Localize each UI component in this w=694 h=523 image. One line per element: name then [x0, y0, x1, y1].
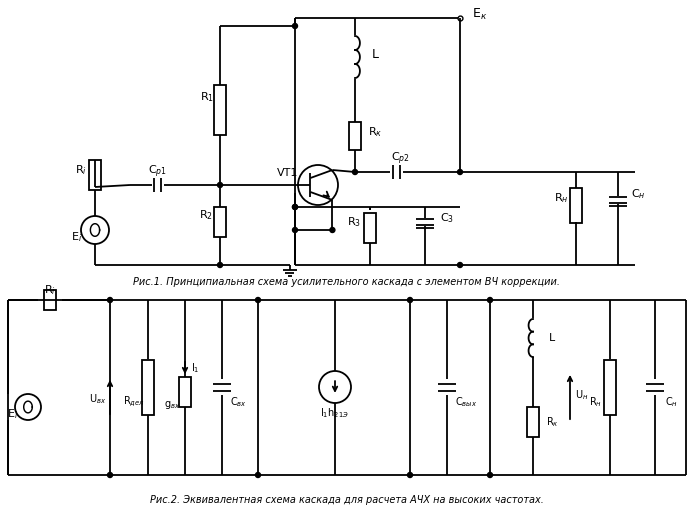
Circle shape [292, 228, 298, 233]
Text: C$_{вх}$: C$_{вх}$ [230, 395, 246, 409]
Text: U$_{вх}$: U$_{вх}$ [90, 392, 107, 406]
Circle shape [108, 472, 112, 477]
Text: C$_н$: C$_н$ [666, 395, 679, 409]
Text: R$_i$: R$_i$ [75, 163, 87, 177]
Circle shape [353, 169, 357, 175]
Bar [142, 359, 154, 415]
Circle shape [457, 263, 462, 267]
Text: I$_1$h$_{21Э}$: I$_1$h$_{21Э}$ [321, 406, 350, 420]
Bar [44, 290, 56, 310]
Circle shape [81, 216, 109, 244]
Text: R$_к$: R$_к$ [368, 125, 382, 139]
Bar [179, 377, 191, 407]
Text: E$_i$: E$_i$ [8, 407, 19, 421]
Bar [214, 85, 226, 135]
Text: C$_{вых}$: C$_{вых}$ [455, 395, 477, 409]
Circle shape [319, 371, 351, 403]
Text: R$_3$: R$_3$ [347, 215, 361, 229]
Circle shape [292, 204, 298, 210]
Text: R$_{дел}$: R$_{дел}$ [123, 395, 145, 409]
Bar [89, 160, 101, 190]
Text: L: L [549, 333, 555, 343]
Text: E$_к$: E$_к$ [473, 6, 488, 21]
Bar [570, 188, 582, 222]
Text: U$_н$: U$_н$ [575, 388, 589, 402]
Bar [527, 407, 539, 437]
Bar [349, 122, 361, 150]
Circle shape [255, 472, 260, 477]
Text: E$_i$: E$_i$ [71, 230, 83, 244]
Text: L: L [371, 49, 378, 62]
Text: R$_1$: R$_1$ [200, 90, 214, 104]
Bar [604, 359, 616, 415]
Circle shape [330, 228, 335, 233]
Text: R$_i$: R$_i$ [44, 283, 56, 297]
Circle shape [457, 169, 462, 175]
Text: R$_н$: R$_н$ [589, 395, 602, 409]
Text: VT1: VT1 [278, 168, 298, 178]
Circle shape [292, 24, 298, 28]
Circle shape [407, 298, 412, 302]
Circle shape [217, 263, 223, 267]
Text: R$_2$: R$_2$ [199, 208, 213, 222]
Circle shape [15, 394, 41, 420]
Text: C$_н$: C$_н$ [631, 187, 645, 201]
Text: C$_3$: C$_3$ [440, 211, 454, 225]
Text: R$_к$: R$_к$ [545, 415, 559, 429]
Text: R$_н$: R$_н$ [554, 191, 568, 205]
Bar [364, 213, 376, 243]
Text: g$_{вх}$: g$_{вх}$ [164, 399, 180, 411]
Circle shape [407, 472, 412, 477]
Circle shape [255, 298, 260, 302]
Circle shape [108, 298, 112, 302]
Text: Рис.2. Эквивалентная схема каскада для расчета АЧХ на высоких частотах.: Рис.2. Эквивалентная схема каскада для р… [150, 495, 544, 505]
Text: C$_{р2}$: C$_{р2}$ [391, 151, 409, 167]
Text: C$_{р1}$: C$_{р1}$ [149, 164, 167, 180]
Text: I$_1$: I$_1$ [191, 361, 199, 375]
Circle shape [298, 165, 338, 205]
Circle shape [487, 472, 493, 477]
Text: Рис.1. Принципиальная схема усилительного каскада с элементом ВЧ коррекции.: Рис.1. Принципиальная схема усилительног… [133, 277, 561, 287]
Bar [214, 207, 226, 237]
Circle shape [292, 204, 298, 210]
Circle shape [217, 183, 223, 188]
Circle shape [487, 298, 493, 302]
